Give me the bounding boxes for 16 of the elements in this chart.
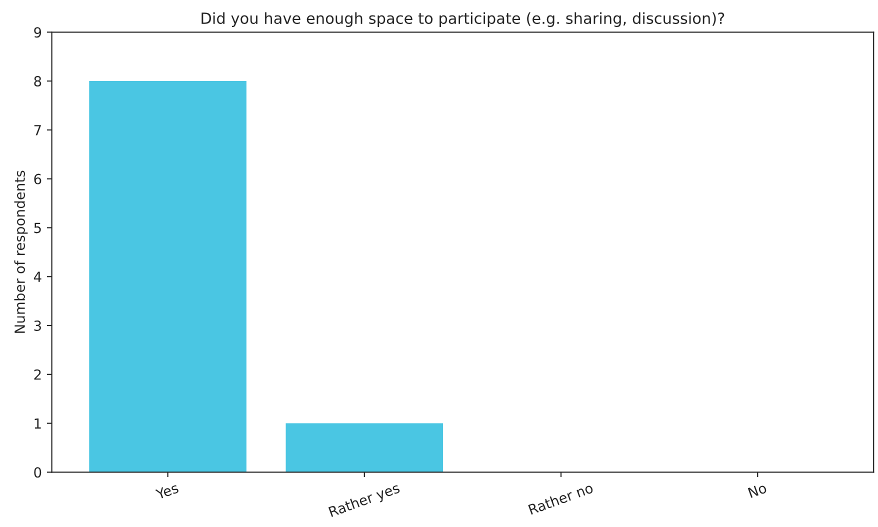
y-tick-label: 5 xyxy=(34,222,41,234)
y-tick-label: 0 xyxy=(34,467,42,478)
y-tick-label: 8 xyxy=(34,76,42,87)
y-tick-label: 9 xyxy=(34,27,42,38)
x-tick-label: Rather yes xyxy=(328,482,402,520)
y-axis-title: Number of respondents xyxy=(14,170,28,333)
x-tick-label: Rather no xyxy=(528,482,594,515)
x-tick-label: Yes xyxy=(155,482,180,500)
y-tick-label: 4 xyxy=(34,272,42,282)
x-tick-label: No xyxy=(748,482,768,498)
chart-title: Did you have enough space to participate (e.g. sharing, discussion)? xyxy=(202,12,724,27)
y-tick-label: 2 xyxy=(34,369,41,380)
y-tick-label: 7 xyxy=(34,125,41,136)
y-tick-label: 1 xyxy=(34,418,41,429)
y-tick-label: 6 xyxy=(34,174,42,184)
y-tick-label: 3 xyxy=(34,320,41,331)
